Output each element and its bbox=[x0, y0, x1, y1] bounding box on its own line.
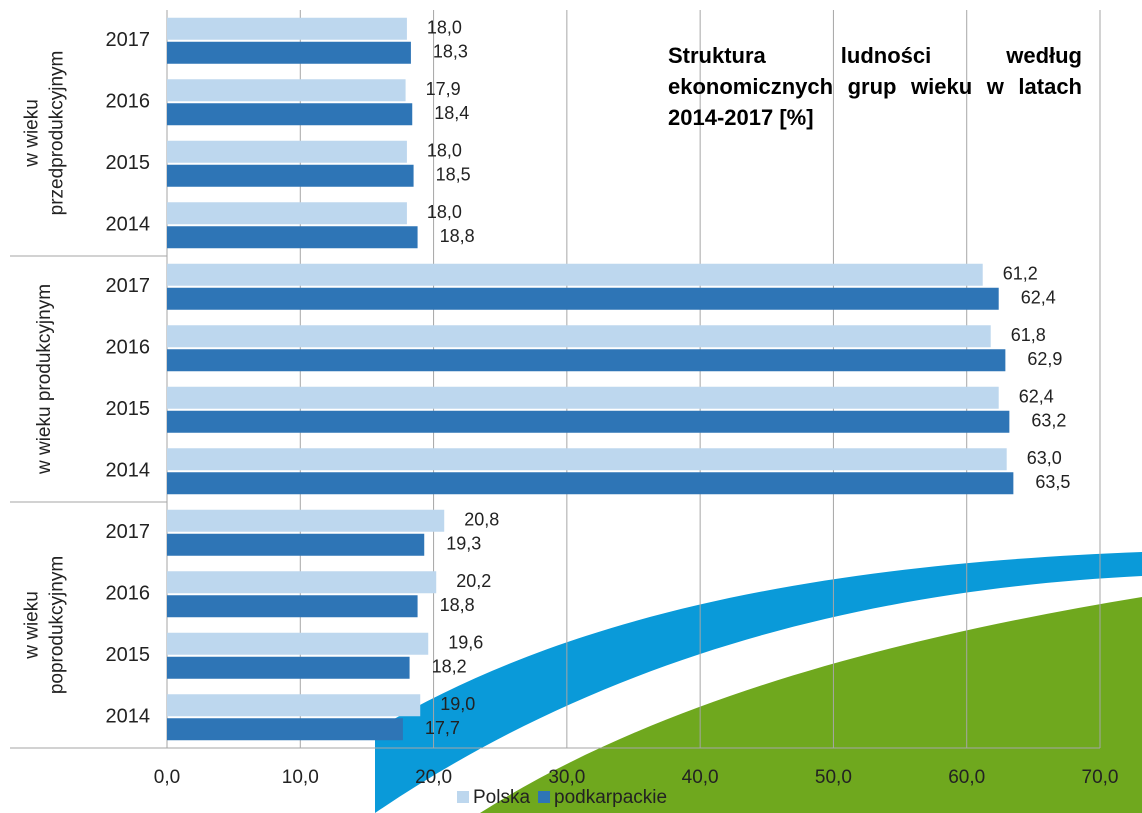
value-label: 19,6 bbox=[448, 633, 483, 653]
bar bbox=[167, 18, 407, 40]
group-label: w wieku bbox=[22, 99, 43, 168]
x-tick-label: 50,0 bbox=[815, 767, 852, 788]
group-label: przedprodukcyjnym bbox=[47, 51, 68, 216]
value-label: 20,2 bbox=[456, 571, 491, 591]
bar bbox=[167, 349, 1005, 371]
y-tick-label: 2017 bbox=[106, 521, 151, 543]
bar bbox=[167, 264, 983, 286]
x-tick-label: 10,0 bbox=[282, 767, 319, 788]
value-label: 17,7 bbox=[425, 718, 460, 738]
value-label: 62,4 bbox=[1021, 288, 1056, 308]
bar bbox=[167, 595, 418, 617]
y-tick-label: 2015 bbox=[106, 152, 151, 174]
value-label: 18,3 bbox=[433, 42, 468, 62]
bar bbox=[167, 718, 403, 740]
x-tick-label: 60,0 bbox=[948, 767, 985, 788]
y-tick-label: 2014 bbox=[106, 460, 151, 482]
y-tick-label: 2017 bbox=[106, 29, 151, 51]
bar bbox=[167, 694, 420, 716]
value-label: 62,9 bbox=[1027, 349, 1062, 369]
y-tick-label: 2015 bbox=[106, 644, 151, 666]
value-label: 18,0 bbox=[427, 202, 462, 222]
bar bbox=[167, 448, 1007, 470]
bar bbox=[167, 42, 411, 64]
value-label: 63,5 bbox=[1035, 472, 1070, 492]
legend-label: Polska bbox=[473, 787, 530, 808]
y-tick-label: 2016 bbox=[106, 91, 151, 113]
y-tick-label: 2014 bbox=[106, 214, 151, 236]
y-tick-label: 2016 bbox=[106, 583, 151, 605]
bar bbox=[167, 472, 1013, 494]
x-tick-label: 30,0 bbox=[548, 767, 585, 788]
legend-swatch bbox=[457, 791, 469, 803]
value-label: 18,0 bbox=[427, 18, 462, 38]
value-label: 18,5 bbox=[436, 165, 471, 185]
legend-swatch bbox=[538, 791, 550, 803]
bar bbox=[167, 571, 436, 593]
value-label: 18,8 bbox=[440, 226, 475, 246]
bar bbox=[167, 226, 418, 248]
y-tick-label: 2016 bbox=[106, 337, 151, 359]
bar bbox=[167, 325, 991, 347]
bar bbox=[167, 387, 999, 409]
value-label: 61,8 bbox=[1011, 325, 1046, 345]
value-label: 18,8 bbox=[440, 595, 475, 615]
bar bbox=[167, 103, 412, 125]
value-label: 17,9 bbox=[426, 79, 461, 99]
x-tick-label: 0,0 bbox=[154, 767, 180, 788]
y-tick-label: 2015 bbox=[106, 398, 151, 420]
group-label: w wieku produkcyjnym bbox=[34, 284, 55, 475]
x-tick-label: 40,0 bbox=[682, 767, 719, 788]
value-label: 20,8 bbox=[464, 510, 499, 530]
bar bbox=[167, 534, 424, 556]
page: 0,010,020,030,040,050,060,070,0w wiekupr… bbox=[0, 0, 1142, 813]
chart-title: Struktura ludności według ekonomicznych … bbox=[668, 40, 1082, 133]
bar bbox=[167, 141, 407, 163]
value-label: 19,0 bbox=[440, 694, 475, 714]
bar bbox=[167, 288, 999, 310]
legend-label: podkarpackie bbox=[554, 787, 667, 808]
group-label: w wieku bbox=[22, 591, 43, 660]
group-label: poprodukcyjnym bbox=[47, 556, 68, 694]
bar bbox=[167, 633, 428, 655]
value-label: 18,2 bbox=[432, 657, 467, 677]
value-label: 61,2 bbox=[1003, 264, 1038, 284]
value-label: 62,4 bbox=[1019, 387, 1054, 407]
bar bbox=[167, 202, 407, 224]
value-label: 63,0 bbox=[1027, 448, 1062, 468]
value-label: 63,2 bbox=[1031, 411, 1066, 431]
value-label: 18,4 bbox=[434, 103, 469, 123]
value-label: 19,3 bbox=[446, 534, 481, 554]
bar bbox=[167, 79, 406, 101]
bar bbox=[167, 510, 444, 532]
bar bbox=[167, 657, 410, 679]
x-tick-label: 70,0 bbox=[1082, 767, 1119, 788]
y-tick-label: 2017 bbox=[106, 275, 151, 297]
value-label: 18,0 bbox=[427, 141, 462, 161]
y-tick-label: 2014 bbox=[106, 706, 151, 728]
bar bbox=[167, 165, 414, 187]
bar bbox=[167, 411, 1009, 433]
x-tick-label: 20,0 bbox=[415, 767, 452, 788]
